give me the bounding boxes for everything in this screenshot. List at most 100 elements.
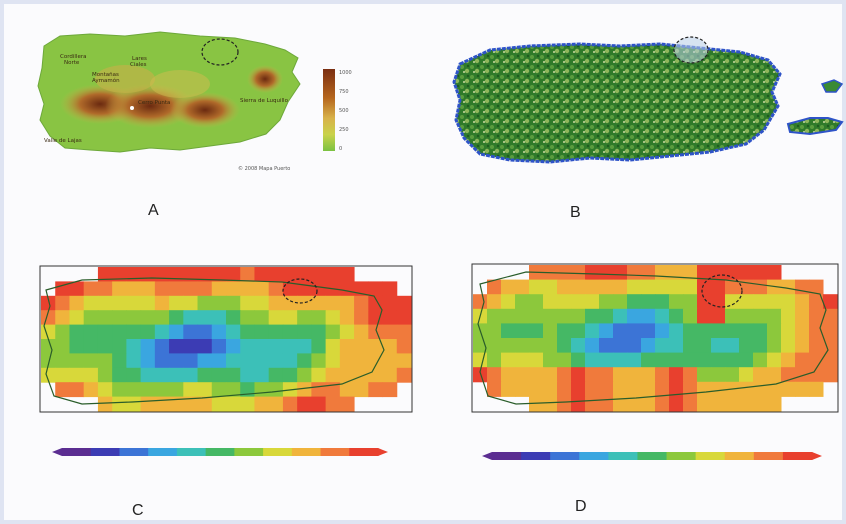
grid-cell	[725, 279, 740, 295]
grid-cell	[501, 308, 516, 324]
grid-cell	[97, 281, 113, 297]
grid-cell	[382, 324, 398, 340]
grid-cell	[254, 353, 270, 369]
grid-cell	[487, 352, 502, 368]
grid-cell	[655, 323, 670, 339]
grid-cell	[529, 323, 544, 339]
grid-cell	[282, 267, 298, 282]
grid-cell	[501, 294, 516, 310]
grid-cell	[197, 281, 213, 297]
grid-cell	[183, 324, 199, 340]
grid-cell	[339, 281, 355, 297]
svg-text:Cerro Punta: Cerro Punta	[138, 100, 170, 106]
grid-cell	[297, 281, 312, 297]
colorbar-segment	[148, 448, 178, 456]
grid-cell	[725, 323, 740, 339]
grid-cell	[254, 396, 270, 412]
grid-cell	[154, 382, 170, 398]
grid-cell	[226, 339, 241, 354]
grid-cell	[183, 396, 199, 412]
grid-cell	[669, 396, 684, 412]
grid-cell	[697, 279, 712, 295]
map-credit: © 2008 Mapa Puerto	[238, 165, 290, 172]
grid-cell	[697, 294, 712, 310]
panel-label-a: A	[148, 202, 159, 219]
grid-cell	[599, 279, 614, 295]
grid-cell	[641, 279, 656, 295]
grid-cell	[69, 353, 85, 369]
grid-cell	[325, 367, 341, 383]
grid-cell	[669, 352, 684, 368]
grid-cell	[795, 308, 810, 324]
grid-cell	[655, 279, 670, 295]
grid-cell	[627, 396, 642, 412]
grid-cell	[169, 382, 184, 398]
grid-cell	[487, 323, 502, 339]
elevation-map-svg: Cordillera Norte Montañas Aymamón Lares …	[37, 31, 352, 172]
grid-cell	[683, 294, 698, 310]
grid-cell	[599, 367, 614, 383]
colorbar-segment	[62, 448, 92, 456]
grid-cell	[753, 294, 768, 310]
grid-cell	[268, 310, 284, 326]
grid-cell	[83, 295, 99, 311]
grid-cell	[711, 265, 726, 281]
grid-cell	[655, 265, 670, 281]
grid-cell	[529, 352, 544, 368]
grid-cell	[112, 324, 127, 340]
grid-cell	[557, 381, 572, 397]
grid-cell	[112, 310, 127, 326]
grid-cell	[382, 295, 398, 311]
grid-cell	[240, 267, 255, 282]
grid-cell	[154, 367, 170, 383]
grid-cell	[254, 295, 270, 311]
grid-cell	[325, 295, 341, 311]
grid-cell	[655, 308, 670, 324]
grid-cell	[240, 367, 255, 383]
grid-cell	[354, 295, 369, 311]
vegetation-map-svg	[452, 36, 844, 164]
grid-cell	[339, 310, 355, 326]
grid-cell	[585, 352, 600, 368]
grid-cell	[140, 324, 156, 340]
grid-cell	[795, 367, 810, 383]
colorbar-segment	[579, 452, 609, 460]
grid-cell	[339, 295, 355, 311]
grid-cell	[487, 308, 502, 324]
grid-cell	[41, 339, 56, 354]
grid-cell	[683, 381, 698, 397]
grid-cell	[641, 352, 656, 368]
grid-cell	[282, 353, 298, 369]
grid-cell	[487, 338, 502, 354]
grid-cell	[211, 382, 227, 398]
grid-cell	[140, 310, 156, 326]
panel-d-climate-grid	[436, 258, 841, 458]
grid-cell	[55, 353, 70, 369]
grid-cell	[339, 324, 355, 340]
grid-cell	[529, 338, 544, 354]
grid-cell	[697, 338, 712, 354]
grid-cell	[83, 310, 99, 326]
grid-cell	[599, 294, 614, 310]
grid-cell	[140, 367, 156, 383]
grid-cell	[487, 279, 502, 295]
grid-cell	[325, 310, 341, 326]
grid-cell	[571, 338, 586, 354]
grid-cell	[543, 352, 558, 368]
grid-cell	[613, 308, 628, 324]
grid-cell	[254, 382, 270, 398]
panel-b-vegetation-map	[450, 34, 845, 174]
grid-cell	[823, 338, 838, 354]
colorbar-segment	[695, 452, 726, 460]
grid-cell	[711, 308, 726, 324]
grid-cell	[641, 265, 656, 281]
grid-cell	[571, 265, 586, 281]
puerto-rico-vegetation	[452, 42, 782, 164]
grid-cell	[382, 310, 398, 326]
grid-cell	[543, 396, 558, 412]
grid-cell	[739, 352, 754, 368]
grid-cell	[739, 265, 754, 281]
grid-cell	[197, 367, 213, 383]
grid-cell	[154, 339, 170, 354]
grid-cell	[613, 367, 628, 383]
